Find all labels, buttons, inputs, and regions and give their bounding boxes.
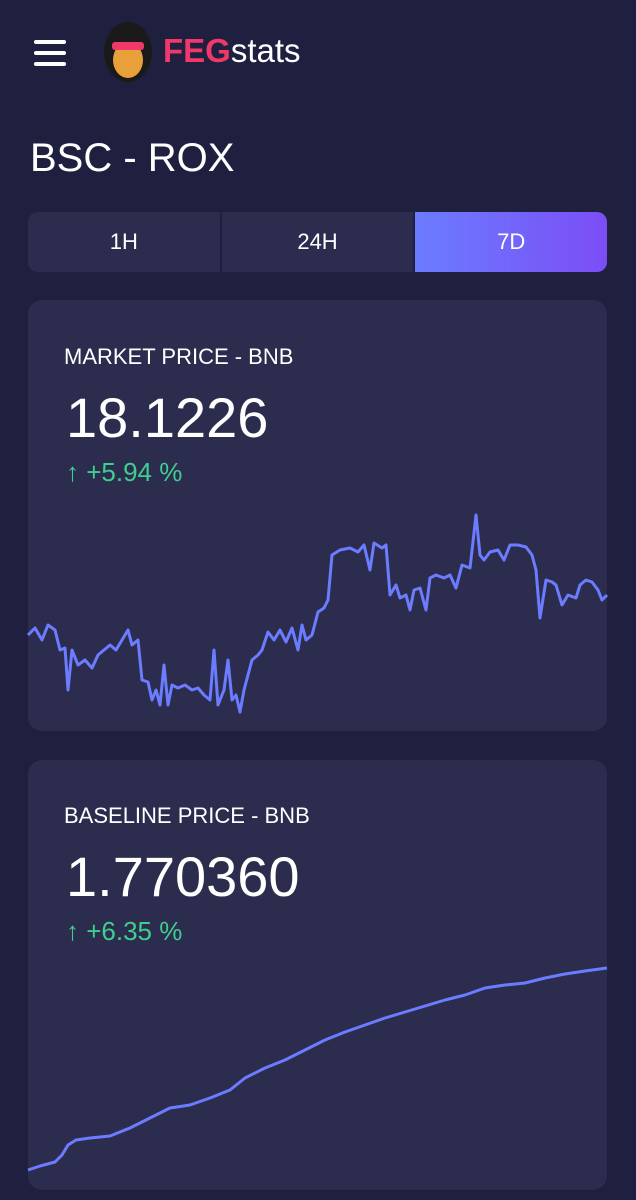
card-label: MARKET PRICE - BNB: [64, 344, 294, 369]
card: [28, 300, 607, 731]
brand-primary: FEG: [163, 32, 231, 69]
sparkline: [26, 513, 609, 714]
tab[interactable]: 7D: [415, 212, 607, 272]
tab[interactable]: 24H: [222, 212, 416, 272]
brand[interactable]: FEGstats: [163, 34, 301, 67]
tab-bar: 1H 24H 7D: [28, 212, 607, 272]
tab[interactable]: 1H: [28, 212, 222, 272]
logo: [104, 22, 152, 82]
card-label: BASELINE PRICE - BNB: [64, 803, 310, 828]
card-value: 18.1226: [66, 386, 269, 449]
card-change: ↑ +6.35 %: [66, 916, 183, 946]
card-change: ↑ +5.94 %: [66, 457, 183, 487]
change-text: +6.35 %: [86, 916, 183, 946]
page-title: BSC - ROX: [30, 136, 235, 180]
card-value: 1.770360: [66, 845, 300, 908]
card: [28, 760, 607, 1190]
brand-secondary: stats: [230, 32, 301, 69]
sparkline: [27, 966, 608, 1172]
change-text: +5.94 %: [86, 457, 183, 487]
menu-button[interactable]: [34, 40, 66, 73]
